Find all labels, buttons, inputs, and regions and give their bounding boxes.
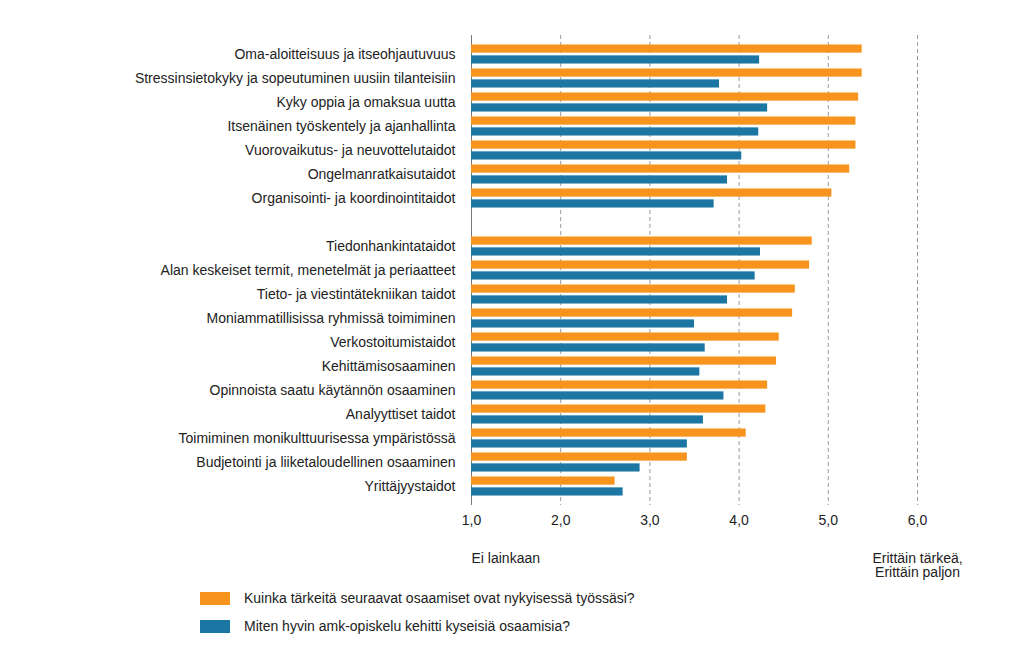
html-text:Miten hyvin amk-opiskelu kehit: Miten hyvin amk-opiskelu kehitti kyseisi…: [244, 618, 570, 634]
svg-text:Organisointi- ja koordinointit: Organisointi- ja koordinointitaidot: [252, 190, 456, 206]
svg-text:Erittäin tärkeä,Erittäin paljo: Erittäin tärkeä,Erittäin paljon: [872, 550, 962, 580]
svg-text:1,0: 1,0: [462, 512, 482, 528]
svg-text:Tiedonhankintataidot: Tiedonhankintataidot: [326, 238, 456, 254]
svg-text:Ongelmanratkaisutaidot: Ongelmanratkaisutaidot: [308, 166, 456, 182]
svg-text:Kehittämisosaaminen: Kehittämisosaaminen: [322, 358, 456, 374]
svg-text:Yrittäjyystaidot: Yrittäjyystaidot: [364, 478, 455, 494]
svg-text:Ei lainkaan: Ei lainkaan: [472, 550, 541, 566]
svg-text:2,0: 2,0: [551, 512, 571, 528]
svg-text:Stressinsietokyky ja sopeutumi: Stressinsietokyky ja sopeutuminen uusiin…: [135, 70, 456, 86]
svg-text:Vuorovaikutus- ja neuvotteluta: Vuorovaikutus- ja neuvottelutaidot: [245, 142, 456, 158]
svg-text:Moniammatillisissa ryhmissä to: Moniammatillisissa ryhmissä toimiminen: [207, 310, 456, 326]
svg-text:Itsenäinen työskentely ja ajan: Itsenäinen työskentely ja ajanhallinta: [227, 118, 455, 134]
svg-text:5,0: 5,0: [819, 512, 839, 528]
svg-text:Oma-aloitteisuus ja itseohjaut: Oma-aloitteisuus ja itseohjautuvuus: [234, 46, 455, 62]
html-text:Kuinka tärkeitä seuraavat osaa: Kuinka tärkeitä seuraavat osaamiset ovat…: [244, 590, 635, 606]
svg-text:Verkostoitumistaidot: Verkostoitumistaidot: [330, 334, 455, 350]
svg-text:6,0: 6,0: [908, 512, 928, 528]
svg-text:Alan keskeiset termit, menetel: Alan keskeiset termit, menetelmät ja per…: [161, 262, 456, 278]
svg-text:Budjetointi ja liiketaloudelli: Budjetointi ja liiketaloudellinen osaami…: [196, 454, 455, 470]
svg-text:Toimiminen monikulttuurisessa: Toimiminen monikulttuurisessa ympäristös…: [179, 430, 456, 446]
svg-text:Opinnoista saatu käytännön osa: Opinnoista saatu käytännön osaaminen: [210, 382, 456, 398]
svg-text:Tieto- ja viestintätekniikan t: Tieto- ja viestintätekniikan taidot: [257, 286, 456, 302]
svg-text:Kyky oppia ja omaksua uutta: Kyky oppia ja omaksua uutta: [277, 94, 456, 110]
svg-text:3,0: 3,0: [640, 512, 660, 528]
svg-text:Analyyttiset taidot: Analyyttiset taidot: [346, 406, 456, 422]
svg-text:4,0: 4,0: [729, 512, 749, 528]
